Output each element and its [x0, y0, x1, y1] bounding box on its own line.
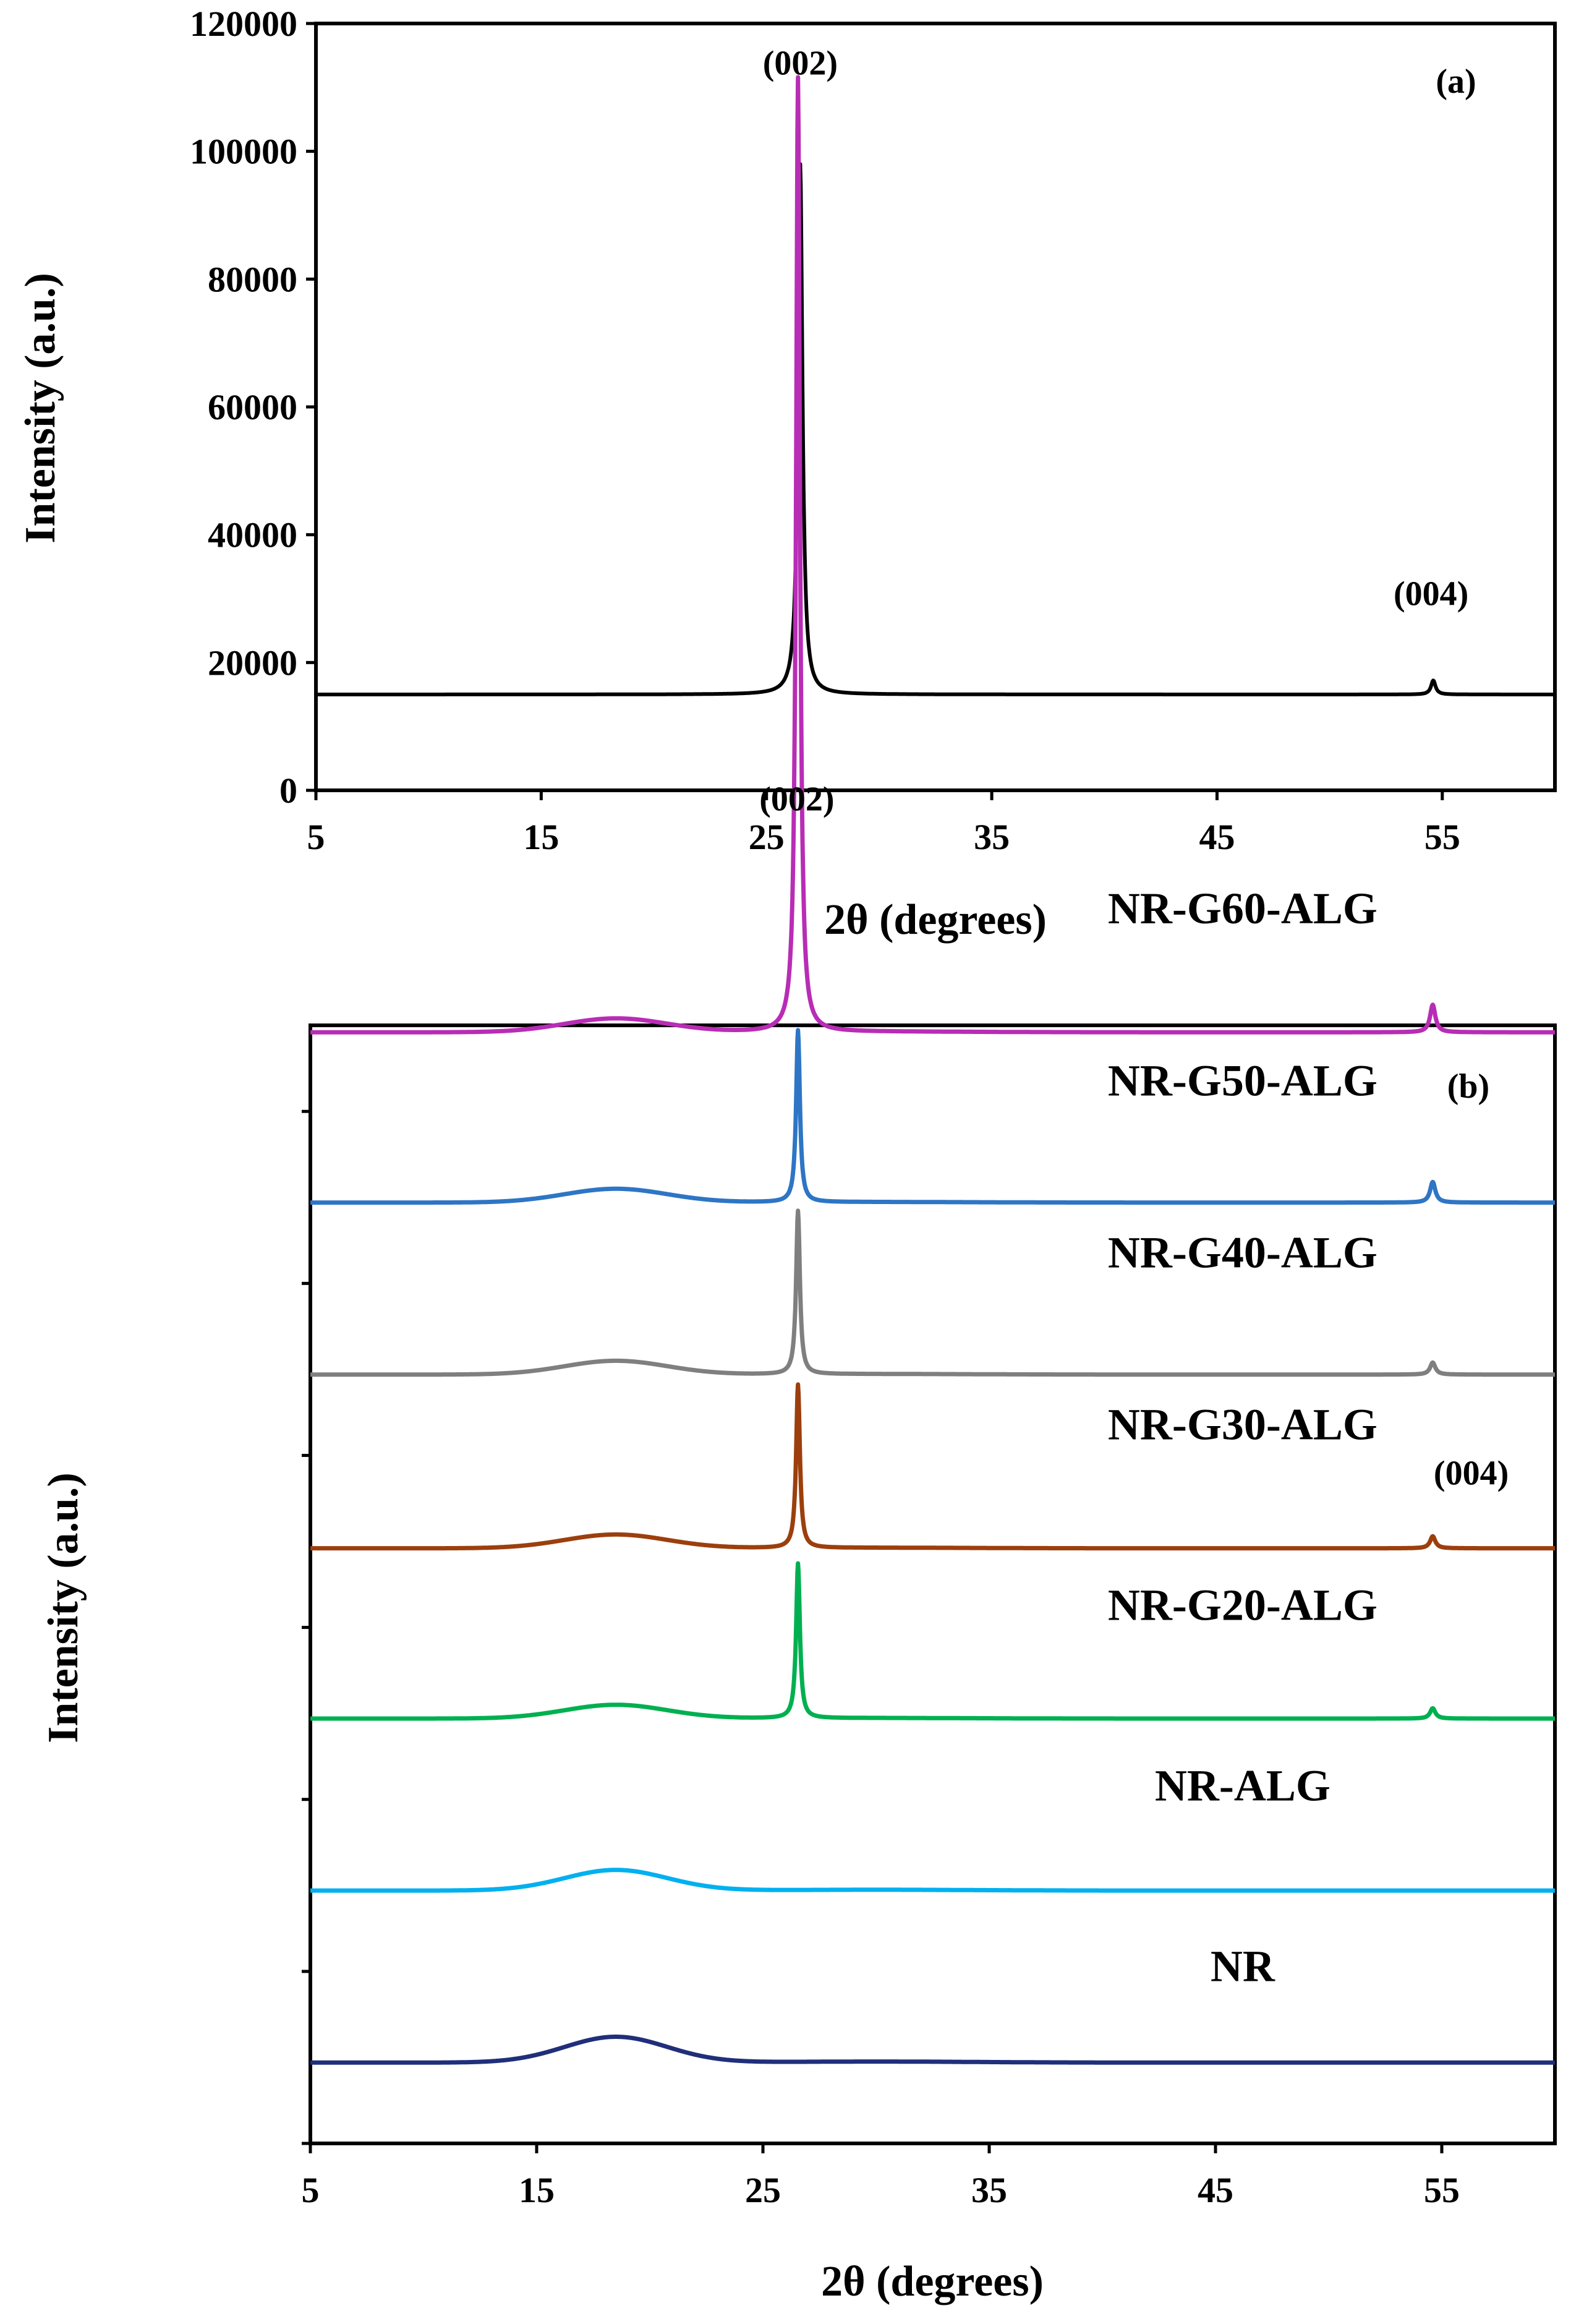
y-tick-label: 100000: [190, 132, 297, 172]
series-line-nr-g30-alg: [309, 1382, 1557, 1551]
peak-label-004: (004): [1434, 1455, 1509, 1493]
panel-b-x-ticks: 5 15 25 35 45 55: [302, 2143, 1460, 2210]
panel-a-y-axis-title: Intensity (a.u.): [17, 273, 64, 544]
x-tick-label: 45: [1198, 2170, 1233, 2210]
x-tick-label: 55: [1424, 817, 1460, 857]
x-tick-label: 35: [971, 2170, 1007, 2210]
series-line-nr-g20-alg: [309, 1561, 1557, 1721]
panel-a-frame: [314, 22, 1557, 792]
panel-b-series-lines: [309, 75, 1557, 2065]
y-tick-label: 40000: [208, 515, 297, 555]
peak-label-002: (002): [759, 780, 834, 818]
series-label-nr-g60-alg: NR-G60-ALG: [1108, 884, 1377, 933]
panel-b-frame: [309, 1023, 1557, 2145]
x-tick-label: 55: [1424, 2170, 1460, 2210]
series-line-nr: [309, 2035, 1557, 2065]
x-tick-label: 45: [1199, 817, 1235, 857]
panel-a-y-ticks: 0 20000 40000 60000 80000 100000 120000: [190, 4, 316, 811]
panel-a-label: (a): [1436, 62, 1476, 101]
y-tick-label: 60000: [208, 387, 297, 427]
series-line-nr-alg: [309, 1868, 1557, 1893]
x-tick-label: 5: [302, 2170, 320, 2210]
y-tick-label: 20000: [208, 643, 297, 683]
panel-b-x-axis-title: 2θ (degrees): [821, 2258, 1044, 2305]
series-label-nr: NR: [1211, 1942, 1275, 1991]
panel-b-y-axis-title: Intensity (a.u.): [40, 1472, 87, 1743]
x-tick-label: 25: [745, 2170, 781, 2210]
panel-b-label: (b): [1447, 1067, 1489, 1106]
panel-b: 5 15 25 35 45 55 NR NR-ALG NR-G20-ALG NR-G30-ALG…: [40, 75, 1557, 2305]
peak-label-002: (002): [763, 45, 838, 83]
panel-a-x-axis-title: 2θ (degrees): [824, 896, 1047, 944]
x-tick-label: 5: [307, 817, 325, 857]
x-tick-label: 25: [749, 817, 785, 857]
x-tick-label: 15: [523, 817, 559, 857]
peak-label-004: (004): [1394, 575, 1468, 613]
series-line-nr-g40-alg: [309, 1208, 1557, 1377]
panel-a: 0 20000 40000 60000 80000 100000 120000 5 15 25 3…: [17, 4, 1557, 944]
y-tick-label: 120000: [190, 4, 297, 44]
y-tick-label: 0: [279, 771, 297, 811]
series-label-nr-g40-alg: NR-G40-ALG: [1108, 1228, 1377, 1277]
series-line-nr-g50-alg: [309, 1028, 1557, 1205]
series-label-nr-g20-alg: NR-G20-ALG: [1108, 1581, 1377, 1630]
x-tick-label: 15: [519, 2170, 555, 2210]
series-label-nr-g30-alg: NR-G30-ALG: [1108, 1400, 1377, 1450]
y-tick-label: 80000: [208, 259, 297, 299]
x-tick-label: 35: [974, 817, 1010, 857]
panel-b-series-labels: NR NR-ALG NR-G20-ALG NR-G30-ALG NR-G40-ALG NR…: [1108, 884, 1377, 1991]
series-line-nr-g60-alg: [309, 75, 1557, 1035]
series-label-nr-alg: NR-ALG: [1155, 1761, 1330, 1811]
panel-a-x-ticks: 5 15 25 35 45 55: [307, 790, 1460, 857]
series-label-nr-g50-alg: NR-G50-ALG: [1108, 1056, 1377, 1105]
series-line-graphite: [314, 162, 1557, 696]
